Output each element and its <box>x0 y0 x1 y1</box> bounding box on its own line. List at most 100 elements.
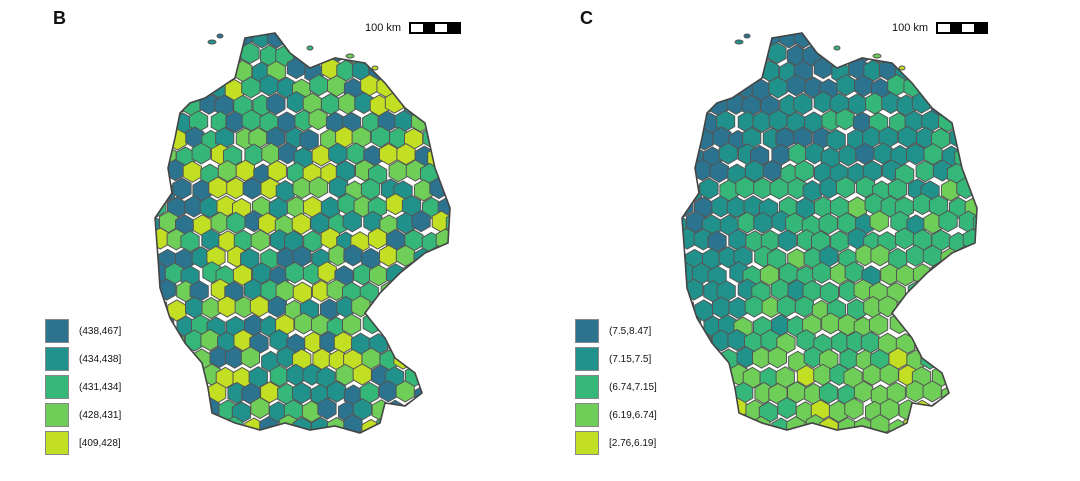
district-region <box>727 328 747 352</box>
district-region <box>966 364 977 387</box>
choropleth-map <box>677 32 997 458</box>
district-region <box>744 295 764 318</box>
district-region <box>682 41 689 65</box>
district-region <box>711 60 731 83</box>
district-region <box>677 195 679 216</box>
island-region <box>371 65 379 71</box>
district-region <box>159 347 179 370</box>
scale-bar-graphic <box>409 22 462 34</box>
district-region <box>973 417 977 433</box>
district-region <box>916 434 934 455</box>
district-region <box>418 366 438 389</box>
district-region <box>694 128 714 151</box>
district-region <box>411 450 429 458</box>
district-region <box>379 244 399 267</box>
district-region <box>963 58 977 81</box>
district-region <box>463 279 470 300</box>
district-region <box>683 42 703 65</box>
district-region <box>342 210 362 233</box>
district-region <box>155 381 162 404</box>
island-region <box>734 39 744 45</box>
district-region <box>352 363 372 386</box>
district-region <box>962 93 977 116</box>
district-region <box>677 452 685 458</box>
district-region <box>990 279 997 300</box>
legend-label: [2.76,6.19] <box>609 437 657 449</box>
district-region <box>873 142 893 165</box>
district-region <box>320 93 341 116</box>
district-region <box>355 435 373 456</box>
district-region <box>427 281 448 305</box>
district-region <box>795 434 813 455</box>
district-region <box>286 56 306 80</box>
district-region <box>878 295 898 318</box>
district-region <box>980 402 997 423</box>
district-region <box>803 346 823 369</box>
district-region <box>379 44 400 67</box>
district-region <box>431 108 450 132</box>
district-region <box>929 262 949 285</box>
district-region <box>982 296 997 317</box>
district-region <box>929 33 949 50</box>
district-region <box>259 74 279 97</box>
district-region <box>844 397 864 420</box>
district-region <box>326 380 347 403</box>
district-region <box>677 436 680 457</box>
district-region <box>937 74 958 97</box>
district-region <box>309 74 329 97</box>
district-region <box>252 33 272 49</box>
district-region <box>991 385 997 406</box>
choropleth-map <box>154 32 470 458</box>
district-region <box>166 33 186 49</box>
district-region <box>260 177 280 200</box>
district-region <box>338 92 358 115</box>
district-region <box>686 450 704 458</box>
district-region <box>751 450 769 458</box>
district-region <box>440 33 450 50</box>
district-region <box>210 451 228 458</box>
district-region <box>989 43 997 64</box>
legend-item: (434,438] <box>45 345 121 373</box>
district-region <box>388 160 408 183</box>
district-region <box>925 452 943 458</box>
district-region <box>982 432 997 453</box>
district-region <box>385 193 406 216</box>
legend-label: (438,467] <box>79 325 122 337</box>
district-region <box>693 33 713 49</box>
district-region <box>155 108 159 131</box>
district-region <box>975 451 993 458</box>
district-region <box>466 452 470 458</box>
district-region <box>181 364 201 387</box>
district-region <box>981 163 997 184</box>
district-region <box>677 92 680 113</box>
district-region <box>682 33 694 50</box>
district-region <box>155 315 162 338</box>
district-region <box>456 127 470 148</box>
district-region <box>685 414 705 433</box>
legend-label: (6.19,6.74] <box>609 409 657 421</box>
district-region <box>396 43 416 66</box>
district-region <box>226 177 246 200</box>
district-region <box>911 59 932 83</box>
district-region <box>853 380 874 403</box>
scale-bar-label: 100 km <box>365 22 402 34</box>
district-region <box>812 432 832 433</box>
legend-swatch <box>45 319 69 343</box>
district-region <box>983 60 997 81</box>
district-region <box>717 40 737 63</box>
district-region <box>445 211 450 235</box>
district-region <box>183 398 203 421</box>
legend-item: (428,431] <box>45 401 121 429</box>
district-region <box>735 176 755 199</box>
district-region <box>836 74 856 97</box>
district-region <box>241 453 259 458</box>
island-region <box>898 65 906 71</box>
district-region <box>380 280 400 303</box>
district-region <box>882 435 900 456</box>
district-region <box>743 436 761 457</box>
district-region <box>155 41 162 65</box>
district-region <box>447 280 450 303</box>
district-region <box>155 349 158 372</box>
district-region <box>865 92 885 115</box>
district-region <box>201 61 221 84</box>
